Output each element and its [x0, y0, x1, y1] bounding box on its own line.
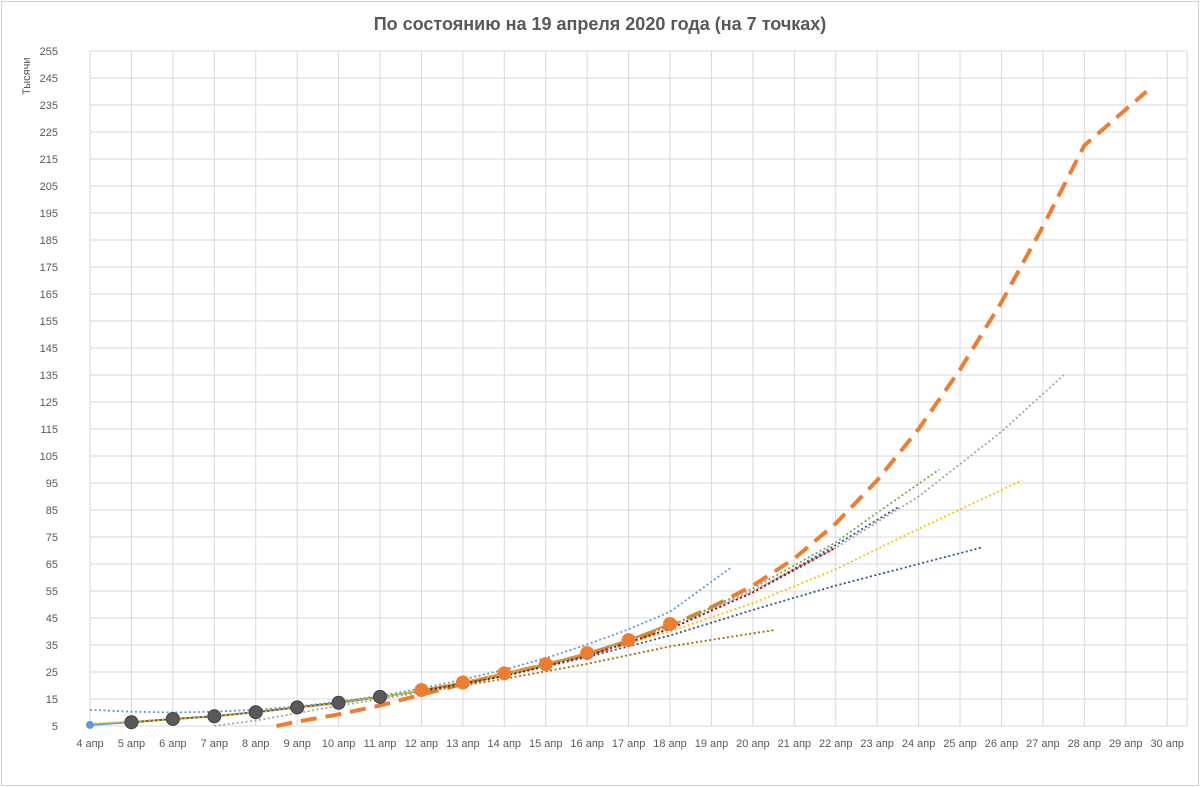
trend-line [421, 629, 774, 694]
y-tick-label: 65 [46, 559, 58, 571]
trend-line [89, 479, 1023, 725]
y-tick-label: 245 [40, 73, 58, 85]
x-tick-label: 16 апр [570, 738, 603, 750]
y-tick-label: 225 [40, 127, 58, 139]
data-point [580, 646, 595, 661]
x-tick-label: 23 апр [860, 738, 893, 750]
y-tick-label: 135 [40, 370, 58, 382]
y-tick-label: 35 [46, 640, 58, 652]
trend-line [338, 468, 940, 704]
x-tick-label: 12 апр [405, 738, 438, 750]
x-tick-label: 6 апр [159, 738, 186, 750]
x-axis-ticks: 4 апр 5 апр 6 апр 7 апр 8 апр 9 апр 10 апр 11 а… [76, 738, 1184, 750]
x-tick-label: 29 апр [1109, 738, 1142, 750]
data-point [538, 657, 553, 672]
x-tick-label: 5 апр [118, 738, 145, 750]
data-point [663, 616, 678, 631]
x-tick-label: 8 апр [242, 738, 269, 750]
y-tick-label: 165 [40, 289, 58, 301]
x-tick-label: 26 апр [985, 738, 1018, 750]
x-tick-label: 27 апр [1026, 738, 1059, 750]
data-point [331, 695, 346, 710]
trend-line [89, 565, 733, 714]
x-tick-label: 24 апр [902, 738, 935, 750]
data-point [86, 720, 94, 729]
y-tick-label: 155 [40, 316, 58, 328]
x-tick-label: 21 апр [778, 738, 811, 750]
x-tick-label: 20 апр [736, 738, 769, 750]
data-point [165, 711, 180, 726]
y-tick-label: 235 [40, 100, 58, 112]
x-tick-label: 30 апр [1150, 738, 1183, 750]
y-tick-label: 145 [40, 343, 58, 355]
y-axis-ticks: 5 15 25 35 45 55 65 75 85 95 105 115 125 135 145 155 165… [40, 46, 58, 733]
y-tick-label: 25 [46, 667, 58, 679]
y-tick-label: 215 [40, 154, 58, 166]
x-tick-label: 17 апр [612, 738, 645, 750]
x-tick-label: 14 апр [488, 738, 521, 750]
y-tick-label: 195 [40, 208, 58, 220]
y-tick-label: 75 [46, 532, 58, 544]
y-tick-label: 125 [40, 397, 58, 409]
data-point [621, 633, 636, 648]
x-tick-label: 7 апр [201, 738, 228, 750]
plot-series [86, 89, 1148, 730]
data-point [207, 709, 222, 724]
y-tick-label: 95 [46, 478, 58, 490]
y-tick-label: 255 [40, 46, 58, 58]
x-tick-label: 13 апр [446, 738, 479, 750]
x-tick-label: 19 апр [695, 738, 728, 750]
y-tick-label: 185 [40, 235, 58, 247]
x-tick-label: 28 апр [1068, 738, 1101, 750]
y-tick-label: 115 [40, 424, 58, 436]
y-tick-label: 205 [40, 181, 58, 193]
trend-line [89, 546, 981, 725]
y-tick-label: 15 [46, 694, 58, 706]
y-tick-label: 55 [46, 586, 58, 598]
x-tick-label: 18 апр [653, 738, 686, 750]
y-tick-label: 5 [52, 721, 58, 733]
data-point [373, 689, 388, 704]
y-tick-label: 175 [40, 262, 58, 274]
x-tick-label: 4 апр [76, 738, 103, 750]
data-point [248, 705, 263, 720]
trend-line [214, 374, 1065, 727]
x-tick-label: 11 апр [364, 738, 397, 750]
data-point [455, 675, 470, 690]
forecast-line [275, 89, 1148, 728]
x-tick-label: 22 апр [819, 738, 852, 750]
y-tick-label: 85 [46, 505, 58, 517]
x-tick-label: 25 апр [943, 738, 976, 750]
data-point [497, 666, 512, 681]
chart-title: По состоянию на 19 апреля 2020 года (на … [373, 14, 827, 34]
y-tick-label: 45 [46, 613, 58, 625]
data-point [414, 683, 429, 698]
x-tick-label: 9 апр [283, 738, 310, 750]
x-tick-label: 15 апр [529, 738, 562, 750]
data-point [124, 715, 139, 730]
y-tick-label: 105 [40, 451, 58, 463]
x-tick-label: 10 апр [322, 738, 355, 750]
trend-line [421, 506, 899, 692]
data-point [290, 700, 305, 715]
